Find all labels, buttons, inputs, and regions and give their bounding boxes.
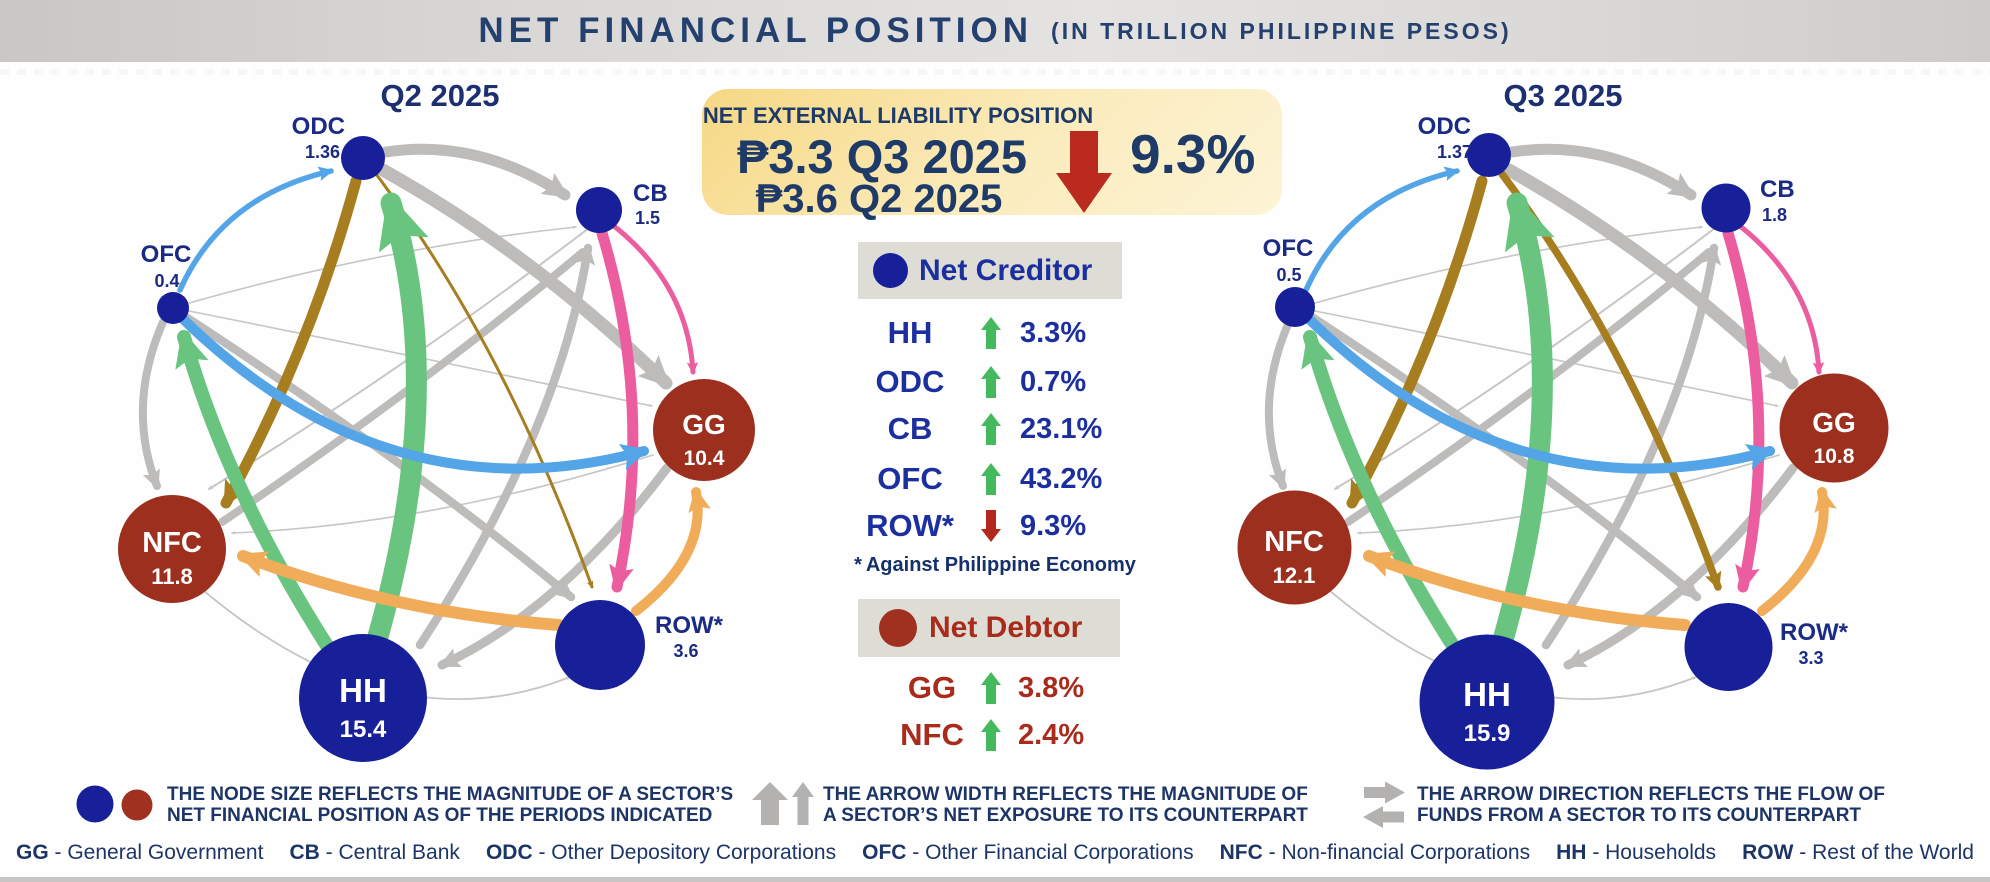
svg-text:OFC: OFC bbox=[141, 241, 192, 268]
svg-text:12.1: 12.1 bbox=[1273, 563, 1316, 588]
svg-text:OFC: OFC bbox=[1263, 235, 1314, 262]
svg-text:1.8: 1.8 bbox=[1762, 205, 1787, 225]
svg-text:CB: CB bbox=[633, 180, 668, 207]
svg-text:HH: HH bbox=[1463, 676, 1511, 713]
svg-text:3.3: 3.3 bbox=[1798, 648, 1823, 668]
svg-text:ODC: ODC bbox=[292, 113, 345, 140]
svg-text:1.36: 1.36 bbox=[305, 142, 340, 162]
svg-text:ROW*: ROW* bbox=[1780, 619, 1849, 646]
svg-text:HH: HH bbox=[339, 672, 387, 709]
svg-text:0.4: 0.4 bbox=[154, 271, 179, 291]
svg-text:0.5: 0.5 bbox=[1276, 265, 1301, 285]
svg-text:11.8: 11.8 bbox=[151, 564, 193, 589]
svg-text:1.37: 1.37 bbox=[1437, 142, 1472, 162]
svg-text:Q2 2025: Q2 2025 bbox=[381, 78, 500, 113]
svg-text:GG: GG bbox=[1812, 407, 1856, 438]
svg-text:GG: GG bbox=[682, 409, 726, 440]
svg-text:1.5: 1.5 bbox=[635, 208, 660, 228]
svg-text:3.6: 3.6 bbox=[673, 641, 698, 661]
svg-text:NFC: NFC bbox=[142, 527, 202, 559]
svg-text:NFC: NFC bbox=[1264, 526, 1324, 558]
svg-text:CB: CB bbox=[1760, 176, 1795, 203]
svg-text:ODC: ODC bbox=[1418, 113, 1471, 140]
svg-text:15.4: 15.4 bbox=[340, 716, 387, 743]
svg-text:10.4: 10.4 bbox=[684, 447, 725, 470]
svg-text:ROW*: ROW* bbox=[655, 612, 724, 639]
svg-text:Q3 2025: Q3 2025 bbox=[1504, 78, 1623, 113]
svg-text:10.8: 10.8 bbox=[1814, 445, 1855, 468]
svg-text:15.9: 15.9 bbox=[1464, 720, 1511, 747]
